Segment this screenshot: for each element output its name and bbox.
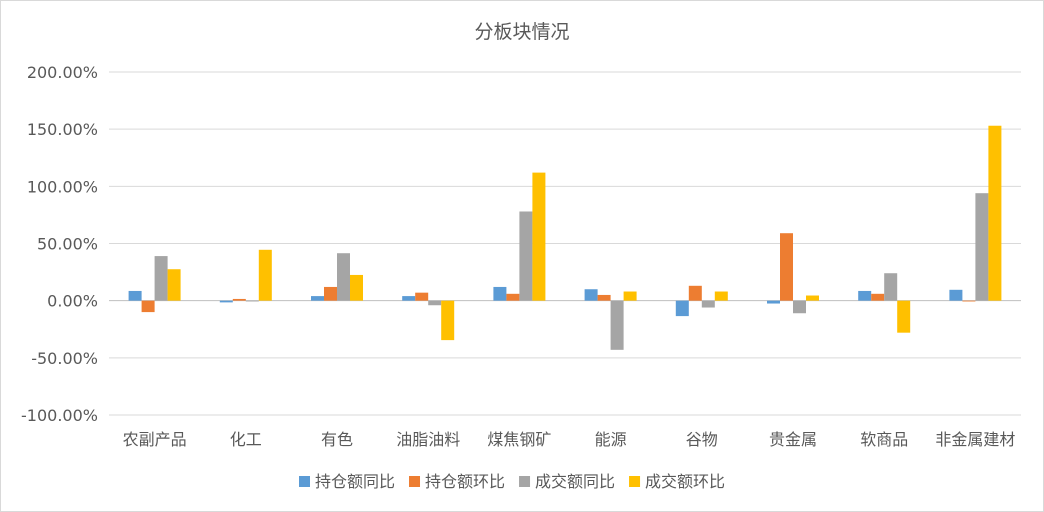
bar bbox=[141, 300, 155, 313]
legend-label: 成交额同比 bbox=[535, 472, 615, 491]
bar bbox=[897, 300, 911, 333]
y-tick-label: 150.00% bbox=[27, 120, 98, 139]
bar bbox=[623, 291, 637, 301]
bar bbox=[258, 249, 272, 301]
bar bbox=[402, 296, 416, 301]
bar bbox=[988, 125, 1002, 301]
bar bbox=[871, 293, 885, 301]
bar bbox=[519, 211, 533, 301]
y-tick-label: 100.00% bbox=[27, 177, 98, 196]
x-tick-label: 贵金属 bbox=[769, 430, 817, 449]
bar bbox=[219, 300, 233, 303]
bar bbox=[441, 300, 455, 341]
bar bbox=[949, 289, 963, 301]
bar bbox=[532, 172, 546, 301]
x-axis-ticks: 农副产品 化工 有色 油脂油料 煤焦钢矿 能源 谷物 贵金属 软商品 非金属建材 bbox=[123, 430, 1016, 449]
bar bbox=[975, 193, 989, 301]
bar bbox=[767, 300, 780, 304]
legend-label: 持仓额同比 bbox=[315, 472, 395, 491]
bar bbox=[167, 269, 181, 301]
bar bbox=[610, 300, 624, 350]
bar bbox=[962, 300, 976, 302]
bar bbox=[232, 298, 246, 301]
bars bbox=[128, 125, 1002, 350]
bar bbox=[780, 233, 793, 301]
chart-title: 分板块情况 bbox=[474, 21, 569, 43]
bar bbox=[806, 295, 819, 301]
bar bbox=[884, 273, 898, 301]
y-tick-label: -50.00% bbox=[31, 349, 98, 368]
y-tick-label: 200.00% bbox=[27, 63, 98, 82]
bar bbox=[350, 274, 363, 301]
bar bbox=[415, 292, 429, 301]
bar bbox=[154, 256, 168, 301]
bar bbox=[506, 293, 520, 301]
y-tick-label: 0.00% bbox=[47, 292, 98, 311]
bar bbox=[493, 286, 507, 301]
x-tick-label: 化工 bbox=[230, 430, 262, 449]
gridlines bbox=[109, 71, 1021, 416]
bar bbox=[688, 285, 702, 301]
bar bbox=[701, 300, 715, 308]
bar bbox=[597, 294, 611, 301]
y-tick-label: -100.00% bbox=[21, 406, 98, 425]
x-tick-label: 油脂油料 bbox=[396, 430, 460, 449]
bar bbox=[675, 300, 689, 317]
bar bbox=[584, 289, 598, 301]
bar bbox=[337, 253, 350, 301]
bar bbox=[858, 290, 872, 301]
bar bbox=[311, 296, 324, 301]
bar bbox=[714, 291, 728, 301]
legend-label: 持仓额环比 bbox=[425, 472, 505, 491]
legend-label: 成交额环比 bbox=[645, 472, 725, 491]
x-tick-label: 能源 bbox=[595, 430, 627, 449]
y-tick-label: 50.00% bbox=[37, 235, 98, 254]
legend-swatch bbox=[629, 476, 641, 487]
x-tick-label: 谷物 bbox=[686, 430, 718, 449]
legend-swatch bbox=[409, 476, 421, 487]
x-tick-label: 有色 bbox=[321, 430, 353, 449]
bar bbox=[324, 286, 337, 301]
y-axis-ticks: -100.00% -50.00% 0.00% 50.00% 100.00% 150.00%… bbox=[21, 63, 98, 425]
x-tick-label: 非金属建材 bbox=[935, 430, 1015, 449]
x-tick-label: 软商品 bbox=[860, 430, 908, 449]
legend-swatch bbox=[519, 476, 531, 487]
bar bbox=[245, 300, 259, 302]
bar bbox=[793, 300, 806, 314]
x-tick-label: 煤焦钢矿 bbox=[487, 430, 551, 449]
x-tick-label: 农副产品 bbox=[123, 430, 187, 449]
legend: 持仓额同比 持仓额环比 成交额同比 成交额环比 bbox=[299, 472, 725, 491]
legend-swatch bbox=[299, 476, 310, 487]
bar bbox=[128, 290, 142, 301]
bar bbox=[428, 300, 442, 306]
